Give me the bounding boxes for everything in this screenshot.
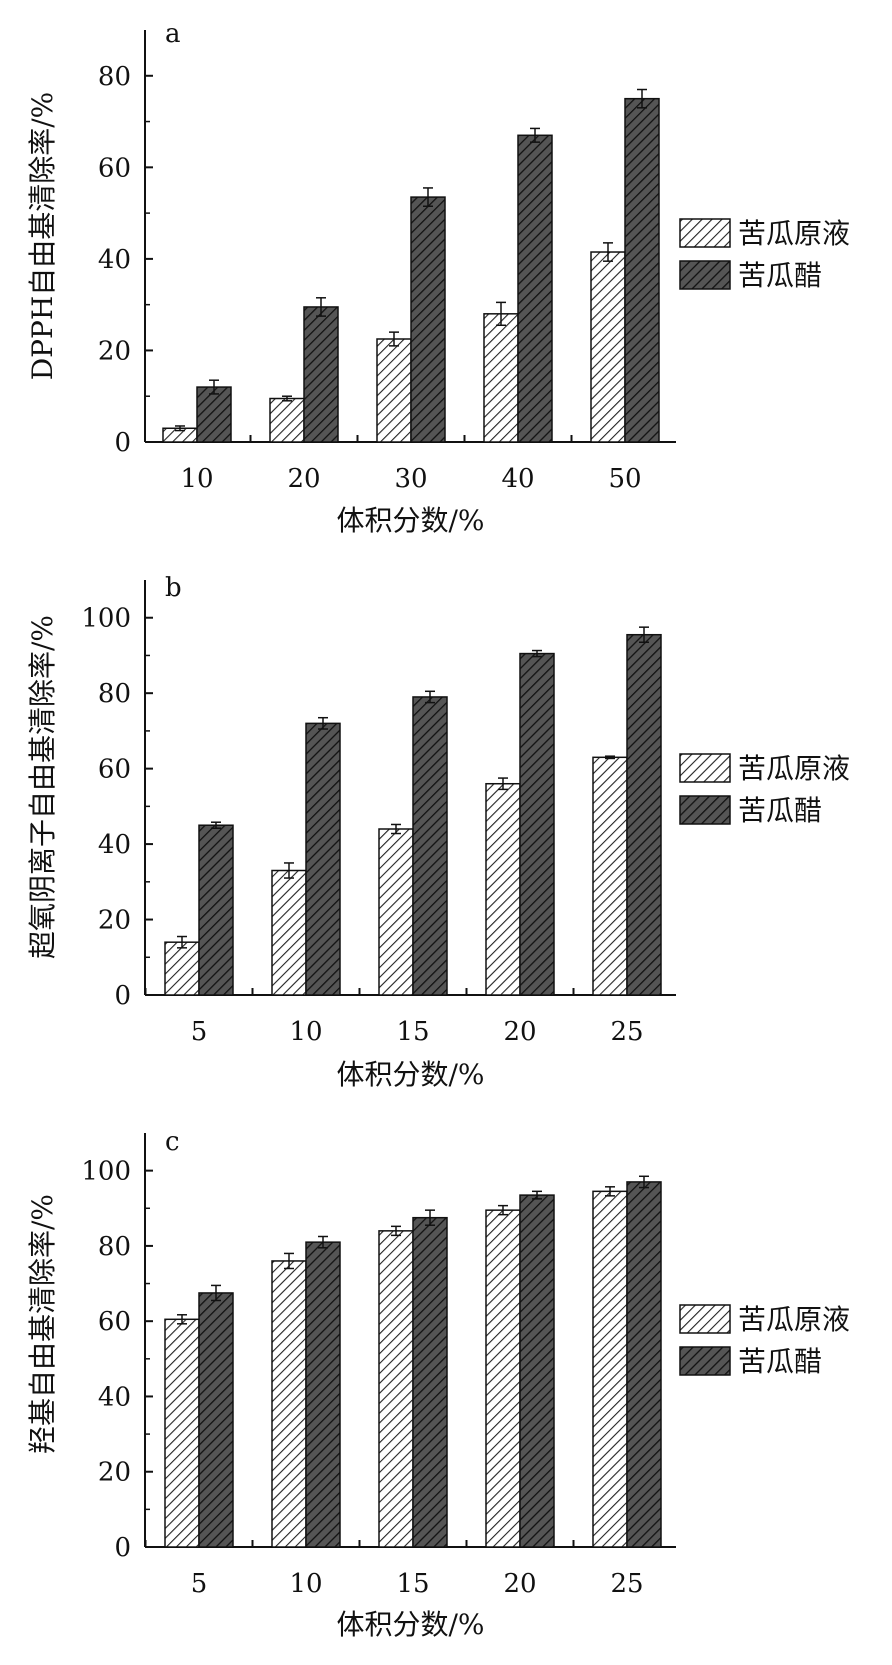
legend-label: 苦瓜醋 (738, 259, 822, 292)
legend-label: 苦瓜原液 (738, 217, 850, 250)
bar-raw-juice (485, 782, 521, 996)
legend-swatch-vinegar (679, 1346, 731, 1376)
bar-vinegar (198, 824, 234, 996)
legend-swatch-vinegar (679, 260, 731, 290)
chart-panel-c: 0 20 40 60 80 100 5 10 15 20 25 c 体积分数/% 羟基自由基清除率/% 苦瓜… (26, 1127, 850, 1641)
bar-vinegar (517, 134, 553, 443)
x-tick-label: 20 (503, 1017, 536, 1047)
y-tick-label: 0 (114, 981, 131, 1011)
panel-letter: c (165, 1127, 180, 1157)
x-tick-label: 15 (396, 1569, 429, 1599)
bar-vinegar (412, 1216, 448, 1548)
y-tick-label: 80 (98, 62, 131, 92)
legend-label: 苦瓜醋 (738, 1345, 822, 1378)
bar-vinegar (303, 306, 339, 443)
bar-raw-juice (378, 828, 414, 996)
bar-vinegar (198, 1292, 234, 1548)
x-tick-label: 30 (394, 464, 427, 494)
x-tick-label: 20 (287, 464, 320, 494)
y-tick-label: 60 (98, 1307, 131, 1337)
bar-vinegar (626, 633, 662, 996)
x-tick-label: 5 (191, 1017, 208, 1047)
x-axis-title: 体积分数/% (336, 1608, 484, 1641)
y-tick-label: 100 (81, 604, 131, 634)
bar-raw-juice (378, 1230, 414, 1548)
legend-label: 苦瓜原液 (738, 752, 850, 785)
panel-letter: b (165, 573, 182, 603)
bar-vinegar (410, 196, 446, 443)
x-tick-label: 10 (289, 1017, 322, 1047)
y-tick-label: 40 (98, 830, 131, 860)
y-tick-label: 20 (98, 336, 131, 366)
x-tick-label: 15 (396, 1017, 429, 1047)
bar-vinegar (305, 1241, 341, 1548)
panel-letter: a (165, 19, 181, 49)
chart-panel-b: 0 20 40 60 80 100 5 10 15 20 25 b 体积分数/% 超氧阴离子自由基清除率/… (26, 573, 850, 1091)
bar-raw-juice (271, 1260, 307, 1548)
bar-raw-juice (164, 941, 200, 996)
bar-raw-juice (376, 338, 412, 443)
x-tick-label: 25 (610, 1017, 643, 1047)
legend-swatch-vinegar (679, 795, 731, 825)
y-tick-label: 80 (98, 679, 131, 709)
x-axis-title: 体积分数/% (336, 1058, 484, 1091)
y-axis-title: 超氧阴离子自由基清除率/% (26, 615, 59, 959)
x-tick-label: 50 (608, 464, 641, 494)
bar-raw-juice (271, 869, 307, 996)
bar-vinegar (196, 386, 232, 443)
bar-raw-juice (485, 1209, 521, 1548)
y-tick-label: 100 (81, 1157, 131, 1187)
x-tick-label: 10 (180, 464, 213, 494)
bar-vinegar (626, 1181, 662, 1548)
y-tick-label: 40 (98, 1382, 131, 1412)
y-tick-label: 0 (114, 1533, 131, 1563)
legend-swatch-raw-juice (679, 218, 731, 248)
bar-raw-juice (590, 251, 626, 443)
bar-raw-juice (164, 1318, 200, 1548)
y-tick-label: 60 (98, 153, 131, 183)
x-tick-label: 25 (610, 1569, 643, 1599)
y-tick-label: 0 (114, 428, 131, 458)
y-tick-label: 20 (98, 906, 131, 936)
x-tick-label: 40 (501, 464, 534, 494)
x-tick-label: 20 (503, 1569, 536, 1599)
y-axis-title: 羟基自由基清除率/% (26, 1194, 59, 1454)
bar-vinegar (412, 696, 448, 996)
x-tick-label: 10 (289, 1569, 322, 1599)
chart-panel-a: 0 20 40 60 80 10 20 30 40 50 a 体积分数/% DPPH自由基清除率/% 苦瓜… (26, 19, 850, 537)
y-axis-title: DPPH自由基清除率/% (26, 92, 59, 381)
legend-label: 苦瓜醋 (738, 794, 822, 827)
x-axis-title: 体积分数/% (336, 504, 484, 537)
y-tick-label: 60 (98, 755, 131, 785)
bar-vinegar (624, 97, 660, 443)
bar-vinegar (519, 1194, 555, 1548)
bar-vinegar (305, 722, 341, 996)
y-tick-label: 80 (98, 1232, 131, 1262)
bar-raw-juice (269, 397, 305, 443)
y-tick-label: 20 (98, 1458, 131, 1488)
legend-swatch-raw-juice (679, 753, 731, 783)
y-tick-label: 40 (98, 245, 131, 275)
x-tick-label: 5 (191, 1569, 208, 1599)
legend-label: 苦瓜原液 (738, 1303, 850, 1336)
bar-vinegar (519, 652, 555, 996)
bar-raw-juice (592, 756, 628, 996)
bar-raw-juice (592, 1190, 628, 1548)
legend-swatch-raw-juice (679, 1304, 731, 1334)
bar-raw-juice (483, 313, 519, 443)
